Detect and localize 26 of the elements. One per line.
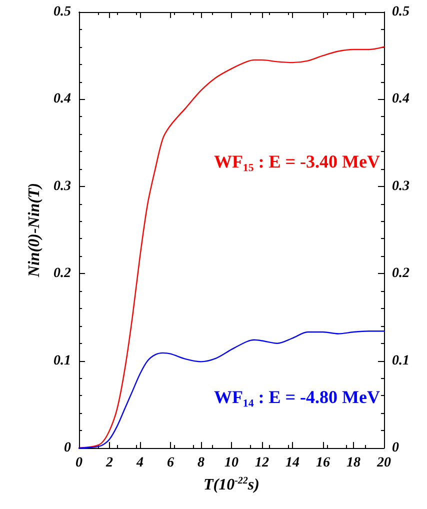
y2-tick-label: 0.4 [392,92,410,107]
y-tick-label: 0.5 [54,4,71,20]
x-tick-label: 6 [167,456,174,470]
x-tick-label: 4 [136,456,144,470]
x-tick-label: 18 [346,456,360,470]
x-tick-label: 8 [198,456,204,470]
y-tick-label: 0.1 [54,353,71,368]
text: WF₁₅ : E = -3.40 MeV [214,151,380,172]
y2-tick-label: 0.5 [392,4,410,20]
x-tick-label: 14 [286,456,300,470]
x-tick-label: 16 [316,456,330,470]
x-tick-label: 0 [76,456,82,470]
x-tick-label: 20 [376,456,391,470]
y-tick-label: 0 [64,440,71,456]
y2-tick-label: 0.3 [392,178,410,194]
x-tick-label: 12 [255,456,269,470]
y-tick-label: 0.4 [54,92,71,107]
y-tick-label: 0.2 [54,266,71,282]
x-tick-label: 2 [105,456,113,470]
y-axis-title: Nin(0)-Nin(T) [26,182,44,278]
y2-tick-label: 0.2 [392,266,410,282]
y2-tick-label: 0 [392,440,399,456]
y2-tick-label: 0.1 [392,353,410,368]
y-tick-label: 0.3 [54,178,71,194]
series-label: WF₁₄ : E = -4.80 MeV [214,386,380,407]
x-tick-label: 10 [224,456,238,470]
